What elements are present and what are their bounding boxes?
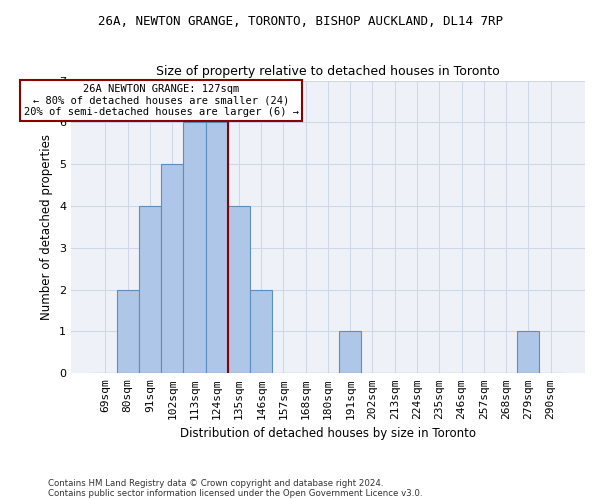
X-axis label: Distribution of detached houses by size in Toronto: Distribution of detached houses by size … <box>180 427 476 440</box>
Bar <box>139 206 161 374</box>
Y-axis label: Number of detached properties: Number of detached properties <box>40 134 53 320</box>
Bar <box>339 332 361 374</box>
Text: 26A NEWTON GRANGE: 127sqm
← 80% of detached houses are smaller (24)
20% of semi-: 26A NEWTON GRANGE: 127sqm ← 80% of detac… <box>23 84 299 117</box>
Bar <box>228 206 250 374</box>
Bar <box>250 290 272 374</box>
Bar <box>206 122 228 374</box>
Bar <box>517 332 539 374</box>
Text: Contains HM Land Registry data © Crown copyright and database right 2024.: Contains HM Land Registry data © Crown c… <box>48 478 383 488</box>
Title: Size of property relative to detached houses in Toronto: Size of property relative to detached ho… <box>156 65 500 78</box>
Bar <box>116 290 139 374</box>
Bar <box>184 122 206 374</box>
Bar <box>161 164 184 374</box>
Text: Contains public sector information licensed under the Open Government Licence v3: Contains public sector information licen… <box>48 488 422 498</box>
Text: 26A, NEWTON GRANGE, TORONTO, BISHOP AUCKLAND, DL14 7RP: 26A, NEWTON GRANGE, TORONTO, BISHOP AUCK… <box>97 15 503 28</box>
